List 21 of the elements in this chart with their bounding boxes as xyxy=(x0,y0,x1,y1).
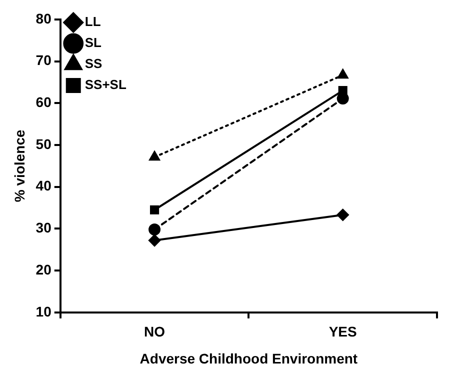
y-axis-title: % violence xyxy=(11,130,28,202)
legend-label: SS xyxy=(84,56,103,72)
point xyxy=(336,208,349,221)
legend-label: SS+SL xyxy=(84,77,126,92)
y-tick-label: 30 xyxy=(36,220,52,236)
y-tick-label: 50 xyxy=(36,136,52,152)
y-tick-label: 40 xyxy=(36,178,52,194)
point xyxy=(148,234,161,246)
y-tick-label: 60 xyxy=(36,94,52,110)
point xyxy=(336,92,349,105)
point xyxy=(150,205,160,214)
legend-label: SL xyxy=(84,35,102,50)
y-tick-label: 20 xyxy=(36,261,52,278)
legend-label: LL xyxy=(84,14,101,30)
x-tick-label: NO xyxy=(144,324,166,340)
y-tick-label: 10 xyxy=(36,303,52,320)
x-axis-title: Adverse Childhood Environment xyxy=(140,350,358,366)
x-tick-label: YES xyxy=(328,324,357,340)
y-tick-label: 80 xyxy=(36,10,52,26)
point xyxy=(148,224,161,236)
y-tick-label: 70 xyxy=(36,52,52,68)
